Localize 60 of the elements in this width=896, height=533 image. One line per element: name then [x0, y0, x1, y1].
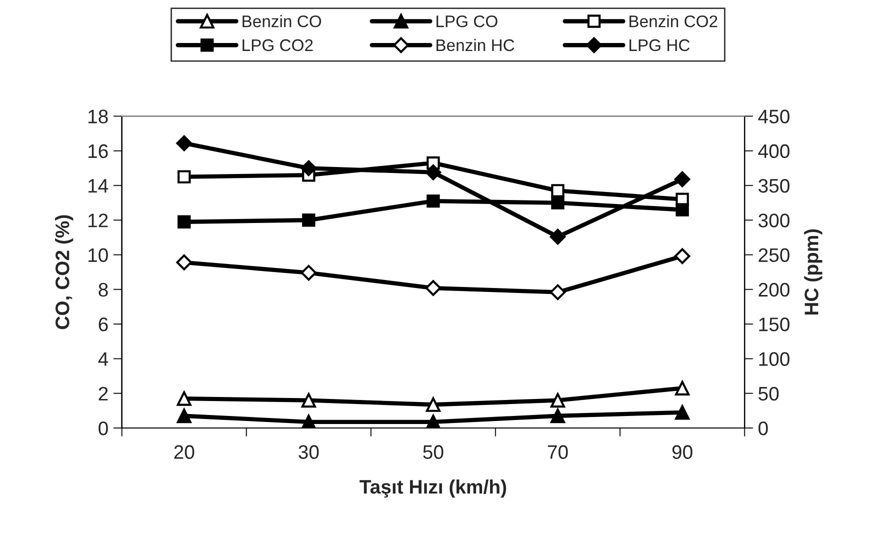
x-tick-label: 30 [298, 445, 319, 459]
point [301, 392, 316, 408]
y2-tick-label: 350 [758, 178, 790, 193]
y2-tick-label: 50 [758, 386, 779, 401]
legend-label: Benzin CO [242, 15, 322, 28]
y-tick-label: 16 [88, 144, 108, 158]
y2-tick-label: 0 [758, 421, 768, 436]
y-tick-label: 0 [98, 421, 108, 436]
point [550, 284, 566, 300]
x-axis-title: Taşıt Hızı (km/h) [360, 479, 506, 498]
point [675, 380, 690, 396]
y-tick-label: 4 [98, 352, 108, 366]
legend-label: LPG HC [630, 39, 690, 52]
x-tick-label: 50 [423, 445, 444, 459]
y2-axis-title: HC (ppm) [804, 229, 822, 315]
point [301, 414, 316, 428]
point [178, 215, 191, 228]
y-tick-label: 6 [98, 318, 108, 332]
point [176, 391, 192, 406]
point [550, 408, 566, 424]
y2-tick-label: 300 [758, 214, 790, 228]
point [425, 280, 442, 296]
y-tick-label: 8 [98, 282, 108, 297]
x-tick-label: 90 [672, 445, 692, 459]
y-tick-label: 18 [88, 110, 108, 124]
point [674, 248, 690, 264]
point [302, 214, 316, 227]
y-tick-label: 14 [88, 179, 108, 193]
y2-tick-label: 150 [759, 318, 790, 332]
legend-label: LPG CO [436, 15, 498, 28]
point [425, 164, 442, 180]
y2-tick-label: 200 [758, 282, 790, 297]
point [674, 171, 690, 188]
y2-tick-label: 450 [758, 110, 790, 124]
point [176, 135, 192, 152]
y-tick-label: 12 [88, 214, 108, 228]
y-tick-label: 2 [98, 386, 108, 400]
point [551, 196, 564, 210]
legend-label: Benzin HC [436, 38, 514, 52]
point [300, 160, 317, 176]
y-tick-label: 10 [88, 248, 108, 262]
point [176, 254, 192, 270]
point [551, 184, 564, 198]
x-tick-label: 70 [548, 445, 568, 459]
y2-tick-label: 100 [759, 352, 790, 366]
point [426, 397, 441, 412]
point [178, 170, 191, 184]
point [426, 194, 440, 208]
point [550, 392, 566, 408]
point [675, 405, 690, 420]
y2-tick-label: 250 [758, 248, 790, 262]
y2-tick-label: 400 [758, 144, 790, 158]
legend-label: LPG CO2 [242, 39, 313, 52]
x-tick-label: 20 [174, 445, 194, 459]
legend-label: Benzin CO2 [630, 15, 718, 28]
y-axis-title: CO, CO2 (%) [55, 215, 74, 330]
point [676, 203, 689, 216]
point [550, 228, 566, 245]
point [176, 408, 192, 424]
point [300, 264, 317, 281]
